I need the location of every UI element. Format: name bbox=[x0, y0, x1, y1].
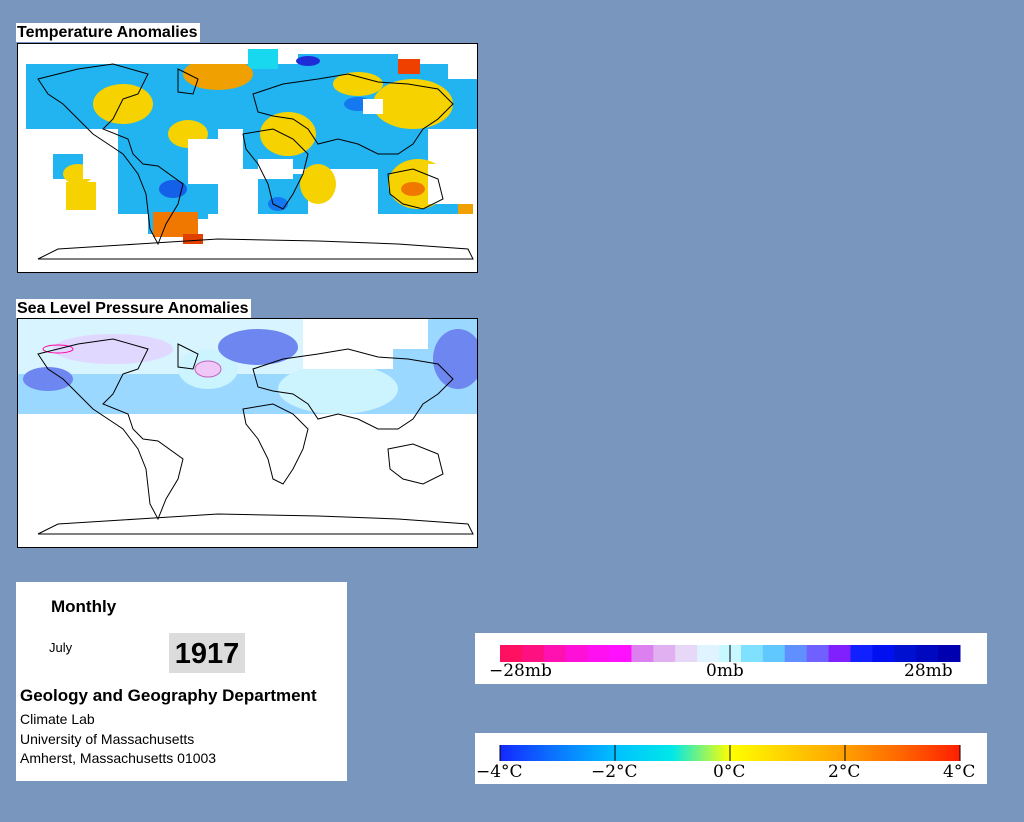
continent-outlines bbox=[37, 338, 474, 535]
temperature-anomaly-map bbox=[17, 43, 478, 273]
pressure-swatch bbox=[521, 645, 545, 662]
pressure-swatch bbox=[916, 645, 939, 662]
pressure-swatch bbox=[565, 645, 589, 662]
pressure-swatch bbox=[675, 645, 698, 662]
pressure-swatch bbox=[784, 645, 808, 662]
pressure-anomaly-field bbox=[18, 319, 477, 414]
temperature-tick-zero: 0°C bbox=[713, 762, 746, 782]
pressure-swatch bbox=[828, 645, 851, 662]
temperature-tick-plus2: 2°C bbox=[828, 762, 861, 782]
info-box: Monthly July 1917 Geology and Geography … bbox=[16, 582, 347, 781]
pressure-swatch bbox=[631, 645, 654, 662]
temperature-tick-minus4: −4°C bbox=[476, 762, 523, 782]
pressure-swatch bbox=[850, 645, 873, 662]
pressure-anomaly-map bbox=[17, 318, 478, 548]
pressure-swatch bbox=[587, 645, 611, 662]
pressure-legend: −28mb 0mb 28mb bbox=[475, 633, 987, 684]
temperature-anomaly-field bbox=[18, 44, 477, 272]
pressure-swatch bbox=[762, 645, 786, 662]
pressure-swatch bbox=[609, 645, 632, 662]
month-label: July bbox=[49, 640, 73, 655]
pressure-swatch bbox=[938, 645, 961, 662]
lab-name: Climate Lab bbox=[20, 711, 95, 727]
pressure-swatch bbox=[894, 645, 917, 662]
pressure-swatch bbox=[697, 645, 720, 662]
pressure-swatch bbox=[740, 645, 764, 662]
period-label: Monthly bbox=[51, 597, 117, 616]
pressure-panel-title: Sea Level Pressure Anomalies bbox=[16, 299, 251, 318]
temperature-tick-minus2: −2°C bbox=[591, 762, 638, 782]
continent-outlines bbox=[37, 63, 474, 260]
department-name: Geology and Geography Department bbox=[20, 686, 317, 705]
year-label: 1917 bbox=[169, 633, 245, 673]
temperature-panel-title: Temperature Anomalies bbox=[16, 23, 200, 42]
pressure-swatch bbox=[806, 645, 830, 662]
pressure-swatch bbox=[653, 645, 676, 662]
pressure-swatch bbox=[500, 645, 523, 662]
temperature-tick-plus4: 4°C bbox=[943, 762, 976, 782]
pressure-swatch bbox=[872, 645, 895, 662]
temperature-legend: −4°C −2°C 0°C 2°C 4°C bbox=[475, 733, 987, 784]
address-line: Amherst, Massachusetts 01003 bbox=[20, 750, 217, 766]
pressure-swatch bbox=[543, 645, 567, 662]
university-name: University of Massachusetts bbox=[20, 731, 195, 747]
pressure-tick-min: −28mb bbox=[489, 661, 552, 681]
pressure-color-bar bbox=[500, 645, 961, 662]
pressure-tick-max: 28mb bbox=[904, 661, 953, 681]
pressure-tick-zero: 0mb bbox=[706, 661, 744, 681]
